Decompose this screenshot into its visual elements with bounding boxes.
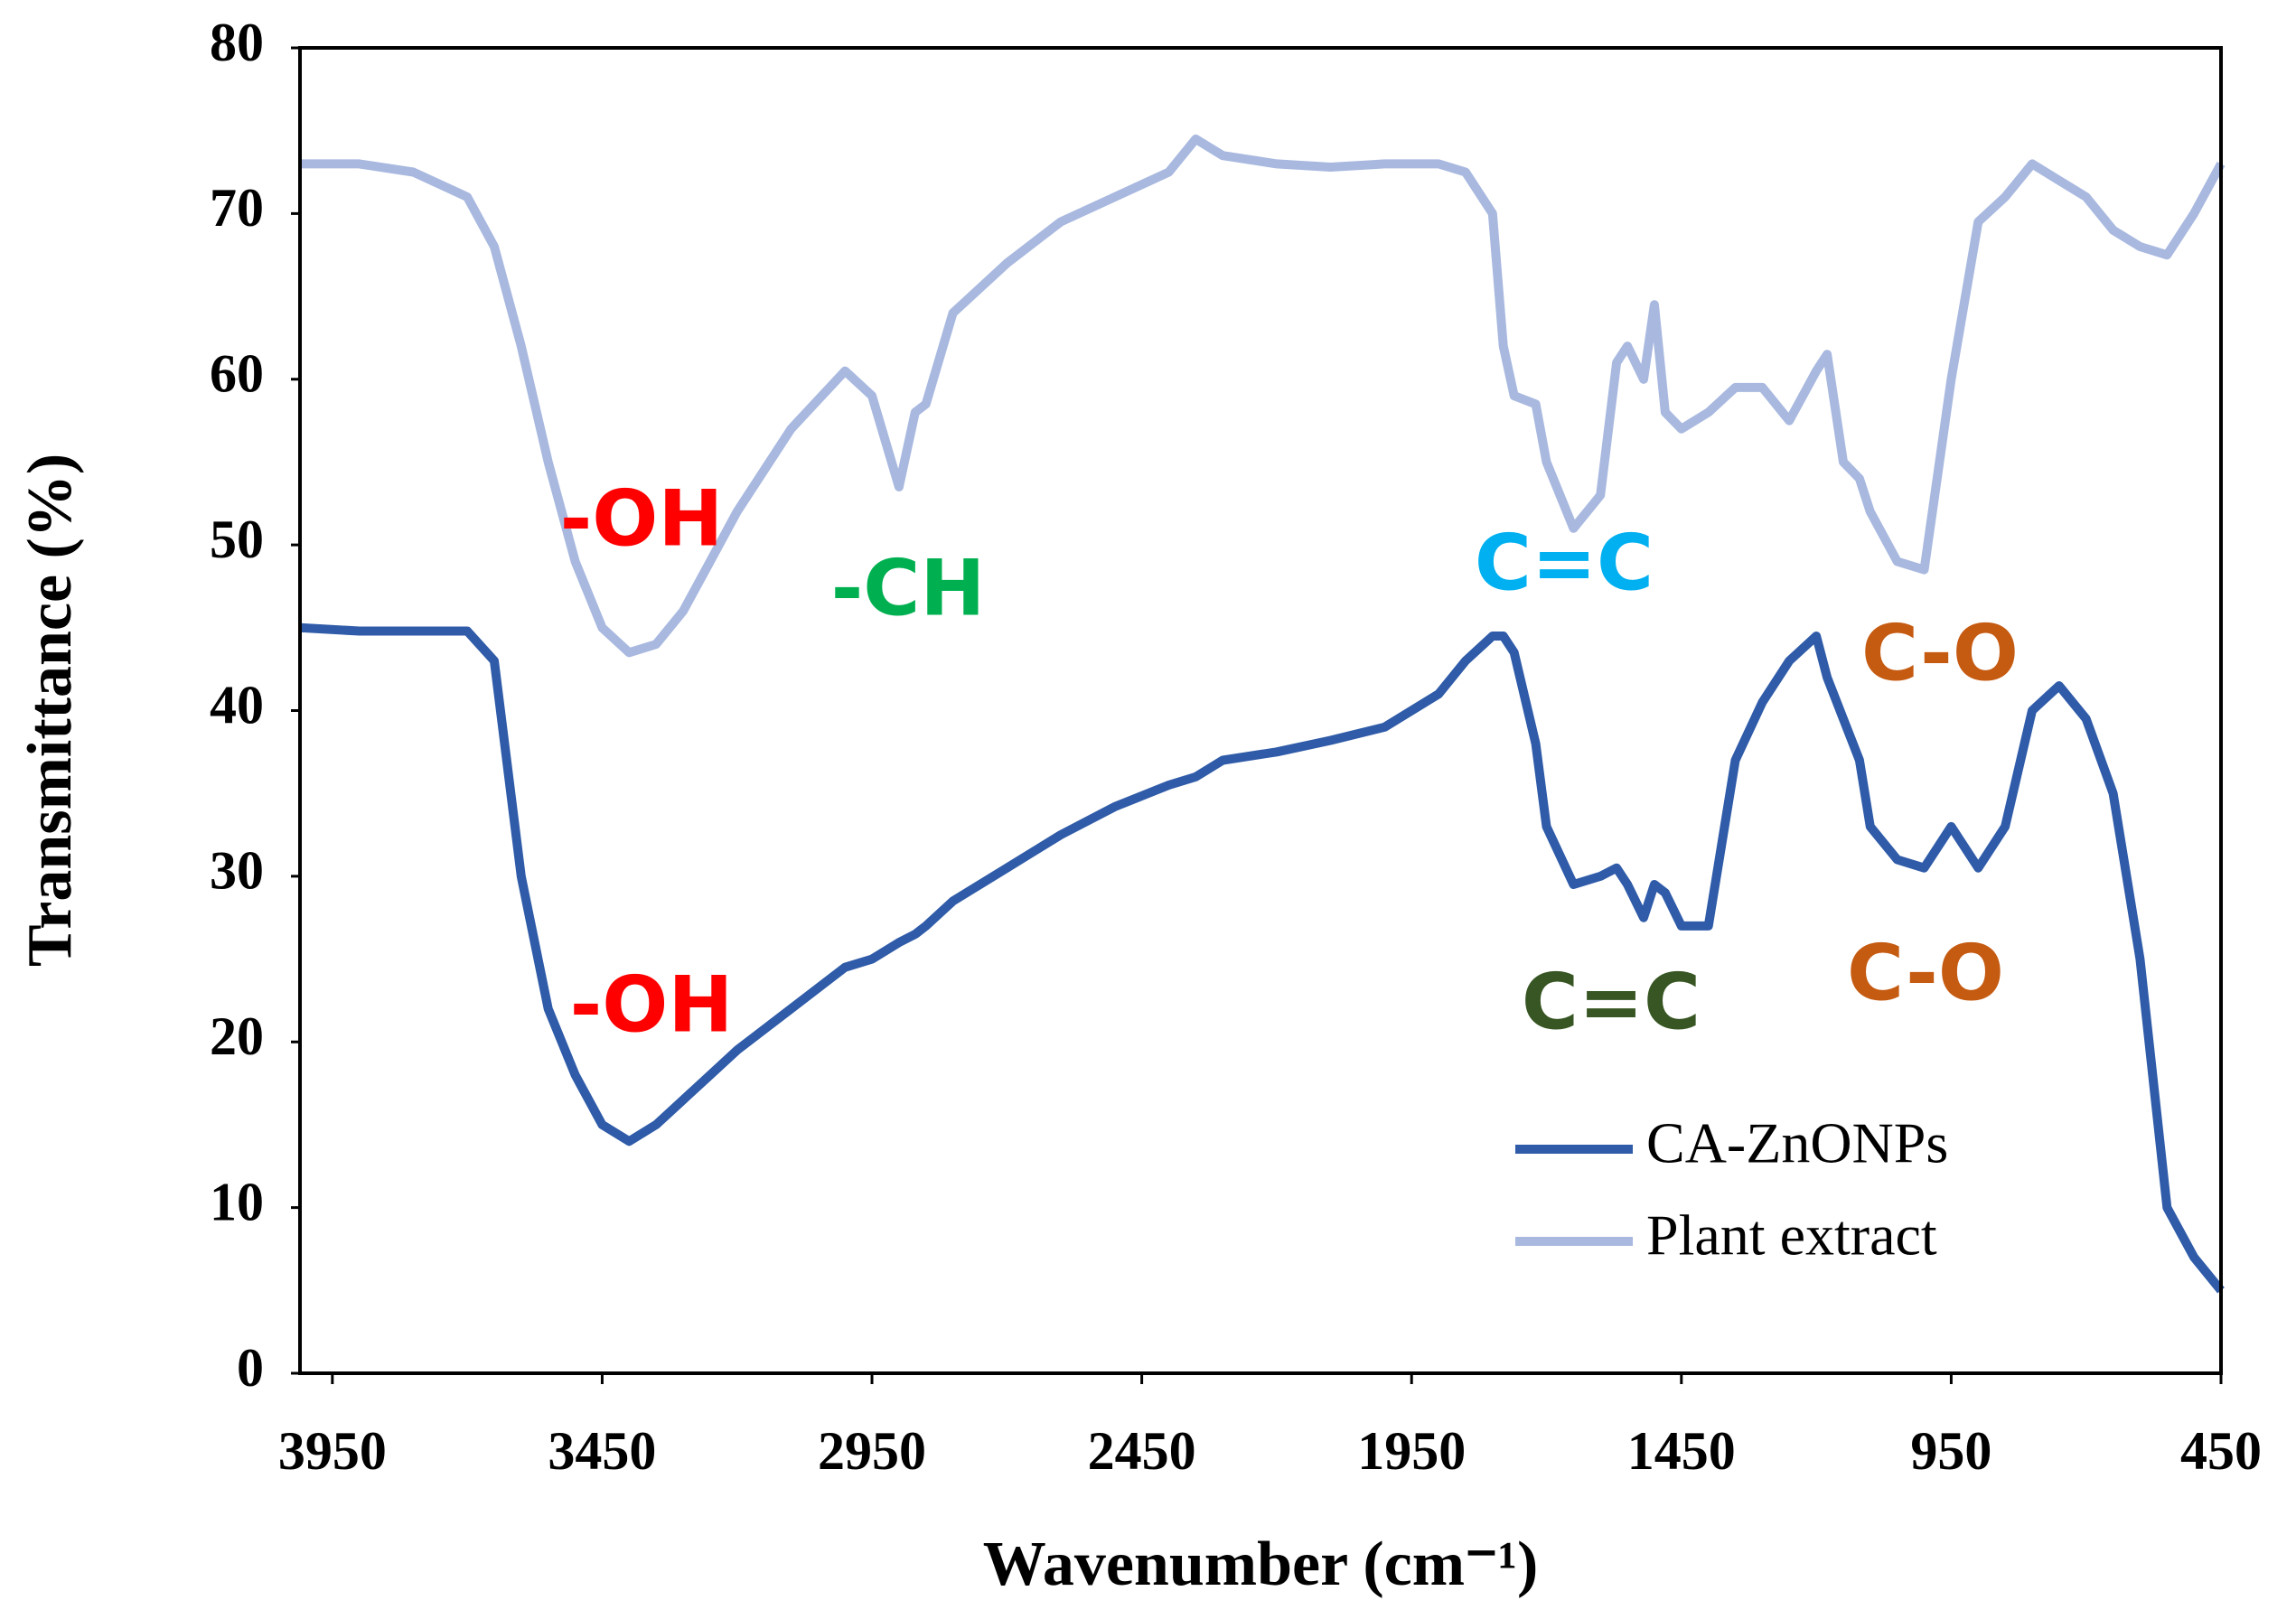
y-tick-label: 20 (210, 1006, 264, 1066)
legend-label: Plant extract (1646, 1203, 1937, 1268)
plot-frame (298, 46, 2223, 1375)
y-axis-title: Transmittance (%) (15, 454, 85, 967)
series-line (300, 134, 2226, 658)
annotation: C-O (1847, 928, 2004, 1018)
legend-label: CA-ZnONPs (1646, 1111, 1948, 1175)
annotation: C=C (1522, 957, 1701, 1047)
x-tick-label: 450 (2180, 1421, 2262, 1481)
x-tick-label: 2950 (818, 1421, 926, 1481)
annotation: -OH (570, 959, 734, 1050)
y-tick-label: 10 (210, 1172, 264, 1231)
y-tick-label: 50 (210, 510, 264, 569)
x-tick-label: 950 (1910, 1421, 1991, 1481)
annotation: -CH (831, 543, 986, 633)
y-tick-label: 0 (237, 1338, 264, 1398)
annotation: C-O (1861, 608, 2019, 698)
y-tick-label: 70 (210, 178, 264, 238)
x-tick-label: 3950 (278, 1421, 387, 1481)
series-line (299, 622, 2225, 1294)
y-tick-label: 60 (210, 344, 264, 404)
x-tick-label: 3450 (548, 1421, 656, 1481)
x-tick-label: 2450 (1088, 1421, 1196, 1481)
annotation: C=C (1475, 518, 1654, 608)
x-tick-label: 1450 (1627, 1421, 1736, 1481)
x-axis-title: Wavenumber (cm⁻¹) (983, 1530, 1539, 1599)
y-tick-label: 30 (210, 841, 264, 901)
annotation: -OH (560, 473, 724, 564)
y-tick-label: 80 (210, 13, 264, 72)
y-tick-label: 40 (210, 675, 264, 735)
x-tick-label: 1950 (1357, 1421, 1466, 1481)
